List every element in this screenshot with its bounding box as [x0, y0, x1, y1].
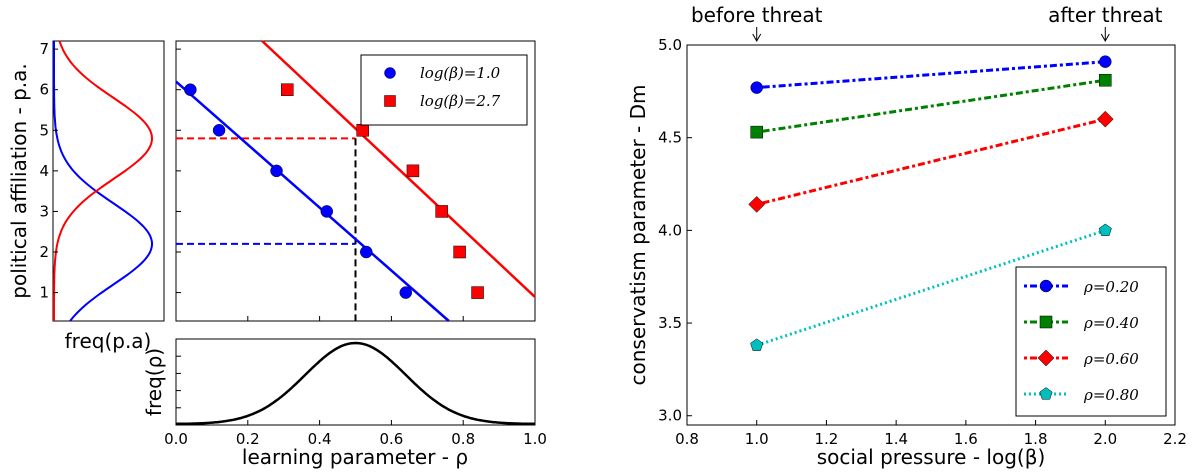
- scatter-point-0-0: [184, 83, 197, 96]
- cp-point-0-60-0: [748, 196, 766, 213]
- cp-series-line-0-20: [756, 60, 1106, 90]
- cp-ytick-label-4.5: 4.5: [658, 129, 682, 147]
- marginal-rho-xlabel: learning parameter - ρ: [242, 445, 468, 469]
- fit-line-0: [175, 80, 450, 322]
- conservatism-annotations: before threat after threat: [691, 3, 1163, 43]
- scatter-fit-lines: [175, 40, 536, 322]
- cp-legend-label-0-40: ρ=0.40: [1083, 314, 1139, 332]
- marginal-rho-frame: [175, 338, 536, 426]
- cp-series-line-0-60: [756, 117, 1106, 206]
- pa-ytick-label-5: 5: [39, 121, 49, 139]
- marginal-pa-curves: [53, 40, 154, 322]
- cp-xtick-label-0.8: 0.8: [675, 430, 699, 448]
- cp-legend-marker-0-80: [1039, 387, 1053, 400]
- cp-point-0-80-0: [750, 338, 764, 351]
- cp-ytick-label-5.0: 5.0: [658, 36, 682, 54]
- pa-ytick-label-4: 4: [39, 162, 49, 180]
- cp-legend-marker-0-40: [1039, 315, 1053, 329]
- rho-xtick-label-0.6: 0.6: [379, 430, 403, 448]
- cp-series-line-0-40: [756, 78, 1106, 134]
- cp-point-0-80-1: [1098, 223, 1112, 236]
- cp-point-0-40-0: [750, 125, 763, 139]
- scatter-point-0-4: [360, 245, 373, 259]
- cp-legend-label-0-80: ρ=0.80: [1083, 386, 1139, 404]
- scatter-guides: [176, 137, 357, 321]
- scatter-point-0-1: [212, 124, 226, 137]
- cp-point-0-40-1: [1099, 73, 1112, 87]
- rho-density-curve: [175, 341, 536, 426]
- cp-point-0-60-1: [1096, 110, 1114, 128]
- pa-density-curve-1: [53, 40, 154, 321]
- pa-ytick-label-2: 2: [39, 243, 49, 261]
- cp-annotation-after-threat: after threat: [1048, 3, 1163, 27]
- cp-xtick-label-1.6: 1.6: [954, 430, 978, 448]
- cp-legend-marker-0-60: [1037, 349, 1055, 367]
- marginal-rho-panel: 0.0 0.2 0.4 0.6 0.8 1.0 learning parameter - …: [142, 338, 547, 469]
- legend-marker-logbeta-1: [384, 67, 396, 79]
- cp-annotation-before-threat: before threat: [691, 3, 823, 27]
- rho-xtick-label-0.4: 0.4: [308, 430, 332, 448]
- marginal-pa-ylabel: political affiliation - p.a.: [7, 63, 31, 298]
- cp-xtick-label-2.0: 2.0: [1093, 430, 1117, 448]
- cp-xtick-label-1.0: 1.0: [745, 430, 769, 448]
- scatter-point-1-1: [356, 124, 369, 137]
- scatter-point-0-5: [399, 286, 413, 299]
- marginal-rho-ylabel: freq(ρ): [142, 348, 166, 416]
- cp-xtick-label-1.4: 1.4: [884, 430, 908, 448]
- scatter-point-0-3: [320, 205, 334, 218]
- rho-xtick-label-0.0: 0.0: [164, 430, 188, 448]
- marginal-pa-panel: 1 2 3 4 5 6 7 freq(p.a) political affiliation …: [7, 40, 165, 353]
- rho-xtick-label-0.2: 0.2: [236, 430, 260, 448]
- conservatism-ticks: 0.8 1.0 1.2 1.4 1.6 1.8 2.0 2.2 3.0 3.5 4.0 4.5 5.0: [658, 36, 1187, 448]
- scatter-panel: log(β)=1.0 log(β)=2.7: [175, 40, 536, 322]
- conservatism-lines: [756, 60, 1106, 347]
- scatter-point-1-4: [453, 245, 466, 259]
- cp-ytick-label-3.5: 3.5: [658, 314, 682, 332]
- cp-legend-label-0-60: ρ=0.60: [1083, 350, 1139, 368]
- pa-density-curve-0: [53, 41, 153, 322]
- legend-label-logbeta-1: log(β)=1.0: [420, 64, 501, 82]
- cp-xtick-label-1.8: 1.8: [1024, 430, 1048, 448]
- scatter-ticks: [175, 48, 536, 321]
- rho-xtick-label-1.0: 1.0: [523, 430, 547, 448]
- cp-xtick-label-1.2: 1.2: [814, 430, 838, 448]
- cp-legend-label-0-20: ρ=0.20: [1083, 278, 1139, 296]
- scatter-point-1-5: [471, 286, 484, 299]
- marginal-pa-xlabel: freq(p.a): [65, 329, 152, 353]
- marginal-rho-curve: [175, 341, 536, 426]
- conservatism-xlabel: social pressure - log(β): [817, 445, 1046, 469]
- legend-label-logbeta-2: log(β)=2.7: [420, 92, 501, 110]
- cp-xtick-label-2.2: 2.2: [1163, 430, 1187, 448]
- cp-point-0-20-0: [750, 81, 763, 94]
- conservatism-legend: ρ=0.20 ρ=0.40 ρ=0.60 ρ=0.80: [1015, 266, 1167, 417]
- marginal-pa-y-ticks: 1 2 3 4 5 6 7: [39, 40, 58, 302]
- cp-annotation-arrowhead-0: [752, 33, 762, 43]
- cp-ytick-label-4.0: 4.0: [658, 221, 682, 239]
- legend-marker-logbeta-2: [384, 95, 396, 107]
- pa-ytick-label-6: 6: [39, 81, 49, 99]
- scatter-legend-box: [360, 54, 528, 126]
- rho-xtick-label-0.8: 0.8: [451, 430, 475, 448]
- pa-ytick-label-7: 7: [39, 40, 49, 58]
- cp-series-line-0-80: [756, 228, 1106, 347]
- conservatism-ylabel: conservatism parameter - Dm: [626, 84, 650, 385]
- conservatism-markers: [748, 55, 1114, 351]
- pa-ytick-label-3: 3: [39, 202, 49, 220]
- scatter-point-1-0: [281, 83, 294, 96]
- marginal-pa-frame: [52, 40, 165, 322]
- scatter-point-0-2: [270, 164, 283, 178]
- cp-point-0-20-1: [1099, 55, 1112, 68]
- fit-line-1: [261, 40, 536, 298]
- marginal-rho-x-ticks: 0.0 0.2 0.4 0.6 0.8 1.0: [164, 355, 547, 448]
- cp-annotation-arrowhead-1: [1100, 33, 1110, 43]
- conservatism-panel: 0.8 1.0 1.2 1.4 1.6 1.8 2.0 2.23.03.54.04.55.0 …: [626, 3, 1187, 469]
- scatter-point-1-3: [435, 205, 448, 218]
- cp-legend-marker-0-20: [1039, 279, 1053, 293]
- pa-ytick-label-1: 1: [39, 284, 49, 302]
- scatter-legend: log(β)=1.0 log(β)=2.7: [360, 54, 528, 126]
- conservatism-frame: [686, 44, 1176, 426]
- cp-ytick-label-3.0: 3.0: [658, 407, 682, 425]
- scatter-point-1-2: [406, 164, 420, 178]
